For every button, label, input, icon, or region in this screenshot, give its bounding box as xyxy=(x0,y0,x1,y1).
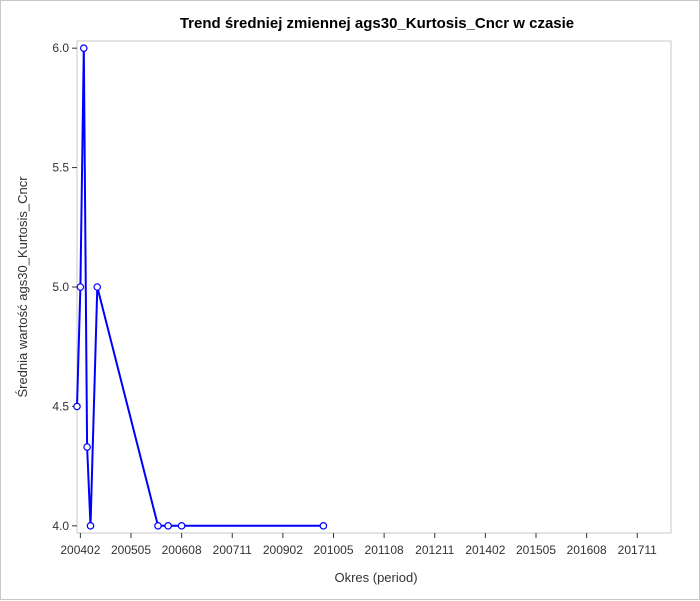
data-point xyxy=(73,402,81,411)
data-point xyxy=(79,44,88,52)
y-tick-label: 6.0 xyxy=(52,41,69,55)
y-tick-label: 4.0 xyxy=(52,519,69,533)
x-tick-label: 201211 xyxy=(415,543,454,557)
y-tick-label: 5.5 xyxy=(52,161,69,175)
data-point xyxy=(93,283,102,291)
data-point xyxy=(83,443,91,451)
x-tick-label: 200608 xyxy=(162,543,202,557)
data-point xyxy=(86,522,95,530)
data-point xyxy=(76,283,85,291)
x-tick-label: 200505 xyxy=(111,543,151,557)
y-tick-label: 5.0 xyxy=(52,280,69,294)
x-tick-label: 201108 xyxy=(365,543,404,557)
y-axis-label: Średnia wartość ags30_Kurtosis_Cncr xyxy=(15,176,30,398)
x-tick-label: 201005 xyxy=(313,543,353,557)
y-tick-label: 4.5 xyxy=(52,399,69,413)
x-tick-label: 200902 xyxy=(263,543,303,557)
x-tick-label: 201711 xyxy=(618,543,657,557)
x-tick-label: 200402 xyxy=(60,543,100,557)
x-tick-label: 201402 xyxy=(465,543,505,557)
x-tick-label: 201608 xyxy=(567,543,607,557)
data-point xyxy=(154,522,162,530)
y-axis: 4.0 4.5 5.0 5.5 6.0 xyxy=(52,41,77,533)
plot-area xyxy=(76,40,672,534)
series-layer xyxy=(73,44,328,530)
data-point xyxy=(319,522,328,530)
chart-title: Trend średniej zmiennej ags30_Kurtosis_C… xyxy=(180,15,574,32)
x-tick-label: 201505 xyxy=(516,543,556,557)
series-line xyxy=(76,47,324,527)
data-point xyxy=(164,522,172,530)
x-tick-label: 200711 xyxy=(213,543,252,557)
data-point xyxy=(177,522,186,530)
x-axis-label: Okres (period) xyxy=(334,570,417,585)
x-axis: 200402 200505 200608 200711 200902 201005 2011… xyxy=(60,533,657,557)
